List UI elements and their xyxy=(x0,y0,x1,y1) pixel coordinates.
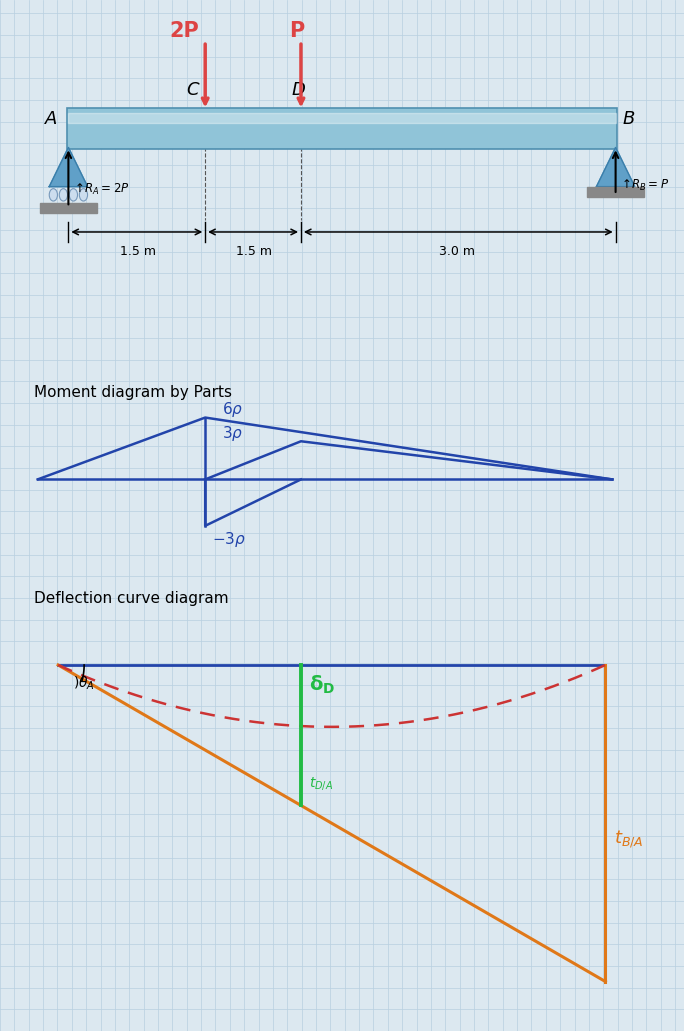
Text: 1.5 m: 1.5 m xyxy=(236,244,272,258)
Text: $-3\rho$: $-3\rho$ xyxy=(212,530,246,550)
Polygon shape xyxy=(596,147,635,187)
Text: P: P xyxy=(289,21,304,41)
Circle shape xyxy=(69,189,77,201)
Text: Moment diagram by Parts: Moment diagram by Parts xyxy=(34,385,232,400)
Text: $)\theta_A$: $)\theta_A$ xyxy=(73,674,95,692)
Text: $C$: $C$ xyxy=(186,80,200,99)
Circle shape xyxy=(60,189,68,201)
Text: $D$: $D$ xyxy=(291,80,306,99)
Circle shape xyxy=(49,189,57,201)
Text: $\uparrow\! R_B = P$: $\uparrow\! R_B = P$ xyxy=(619,177,669,193)
Text: $\mathbf{\delta_D}$: $\mathbf{\delta_D}$ xyxy=(309,674,335,696)
Circle shape xyxy=(79,189,88,201)
Text: $6\rho$: $6\rho$ xyxy=(222,400,244,420)
Text: $B$: $B$ xyxy=(622,109,635,128)
Polygon shape xyxy=(49,147,88,187)
Bar xyxy=(587,187,644,197)
Text: $t_{B/A}$: $t_{B/A}$ xyxy=(614,829,643,851)
FancyBboxPatch shape xyxy=(67,108,617,149)
Text: 2P: 2P xyxy=(170,21,199,41)
Text: 1.5 m: 1.5 m xyxy=(120,244,156,258)
Text: $t_{D/A}$: $t_{D/A}$ xyxy=(309,775,333,792)
Text: $3\rho$: $3\rho$ xyxy=(222,424,244,443)
Text: $A$: $A$ xyxy=(44,109,59,128)
Text: $\uparrow\! R_A = 2P$: $\uparrow\! R_A = 2P$ xyxy=(72,181,129,197)
Bar xyxy=(40,203,97,213)
Text: 3.0 m: 3.0 m xyxy=(439,244,475,258)
Text: Deflection curve diagram: Deflection curve diagram xyxy=(34,591,229,606)
